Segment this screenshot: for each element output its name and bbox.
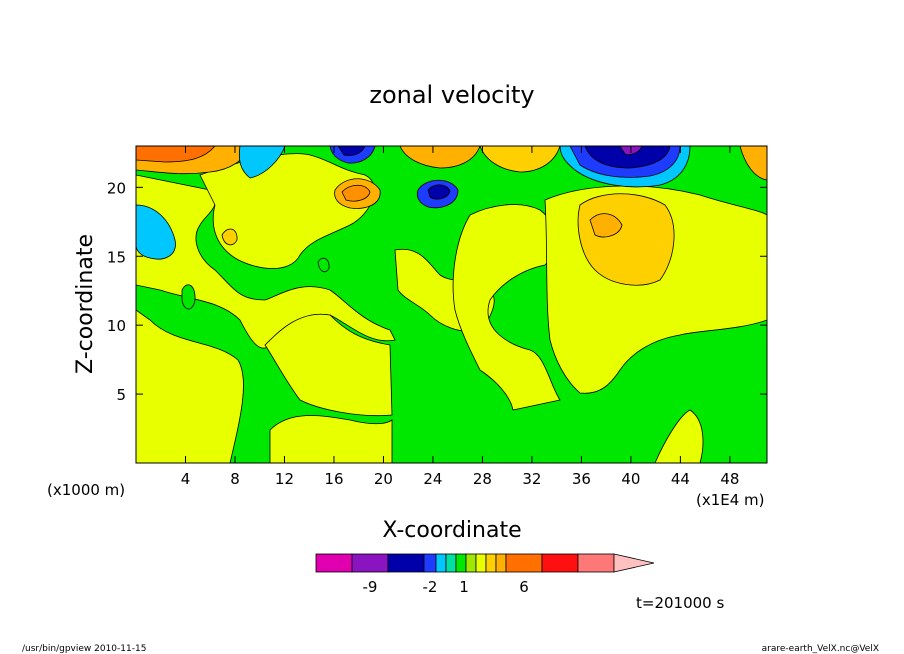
x-tick-label: 32 [522, 470, 541, 488]
region-top-band-left-core [136, 146, 216, 163]
x-tick-label: 48 [720, 470, 739, 488]
y-unit-label: (x1000 m) [47, 481, 125, 499]
region-top-band-east [739, 146, 767, 181]
y-tick-label: 20 [107, 179, 126, 197]
region-darkblue-center [427, 184, 451, 200]
chart-title: zonal velocity [369, 81, 534, 109]
colorbar-swatch [475, 553, 487, 573]
colorbar-swatch [315, 553, 353, 573]
x-tick-label: 12 [275, 470, 294, 488]
x-axis-title: X-coordinate [382, 518, 521, 543]
y-tick-label: 5 [116, 386, 126, 404]
x-tick-label: 28 [473, 470, 492, 488]
region-green-island-left [181, 284, 196, 310]
region-darkblue-east [584, 146, 671, 169]
colorbar-swatch [351, 553, 389, 573]
y-tick-label: 15 [107, 248, 126, 266]
y-tick-label: 10 [107, 317, 126, 335]
colorbar-swatch [541, 553, 579, 573]
colorbar-swatch [577, 553, 615, 573]
colorbar-swatch [505, 553, 543, 573]
region-top-band-mid [479, 146, 561, 173]
x-tick-label: 20 [374, 470, 393, 488]
region-green-island-center [317, 257, 330, 273]
x-tick-label: 8 [230, 470, 240, 488]
colorbar-tick-label: -9 [363, 578, 378, 596]
footer-left: /usr/bin/gpview 2010-11-15 [22, 644, 146, 654]
contour-field [136, 146, 767, 463]
colorbar-swatch [445, 553, 457, 573]
region-yellow-bottom [269, 415, 393, 463]
x-tick-label: 16 [324, 470, 343, 488]
colorbar-swatch [455, 553, 467, 573]
region-yellow-left [136, 309, 244, 463]
x-axis: 4 8 12 16 20 24 28 32 36 40 44 48 [181, 146, 739, 488]
region-top-band-center [399, 146, 481, 169]
region-yellow-center [199, 153, 375, 269]
region-orange-pocket-core [341, 184, 371, 202]
x-tick-label: 44 [671, 470, 690, 488]
plot-frame [135, 145, 768, 464]
x-tick-label: 40 [621, 470, 640, 488]
colorbar [315, 553, 655, 573]
region-cyan-west [136, 204, 176, 260]
region-yellow-southeast [654, 409, 704, 463]
time-label: t=201000 s [636, 594, 724, 612]
colorbar-swatch [387, 553, 425, 573]
colorbar-swatch [435, 553, 447, 573]
region-cyan-west-top [238, 146, 286, 179]
x-unit-label: (x1E4 m) [696, 491, 765, 509]
region-yellow-mid [264, 313, 393, 416]
colorbar-swatch [495, 553, 507, 573]
colorbar-tick-label: 1 [459, 578, 469, 596]
colorbar-tick-label: 6 [519, 578, 529, 596]
region-yellow-left-upper [136, 174, 396, 349]
colorbar-swatch [423, 553, 437, 573]
colorbar-swatch [485, 553, 497, 573]
colorbar-extension-arrow [613, 553, 655, 573]
colorbar-labels: -9 -2 1 6 [363, 578, 529, 596]
colorbar-tick-label: -2 [423, 578, 438, 596]
y-axis-title: Z-coordinate [73, 234, 98, 374]
x-tick-label: 4 [181, 470, 191, 488]
x-tick-label: 36 [572, 470, 591, 488]
colorbar-swatch [465, 553, 477, 573]
footer-right: arare-earth_VelX.nc@VelX [762, 644, 879, 654]
region-orange-small-left [221, 228, 238, 246]
y-axis: 5 10 15 20 [107, 179, 767, 404]
x-tick-label: 24 [423, 470, 442, 488]
region-orange-inner-east [589, 213, 623, 238]
